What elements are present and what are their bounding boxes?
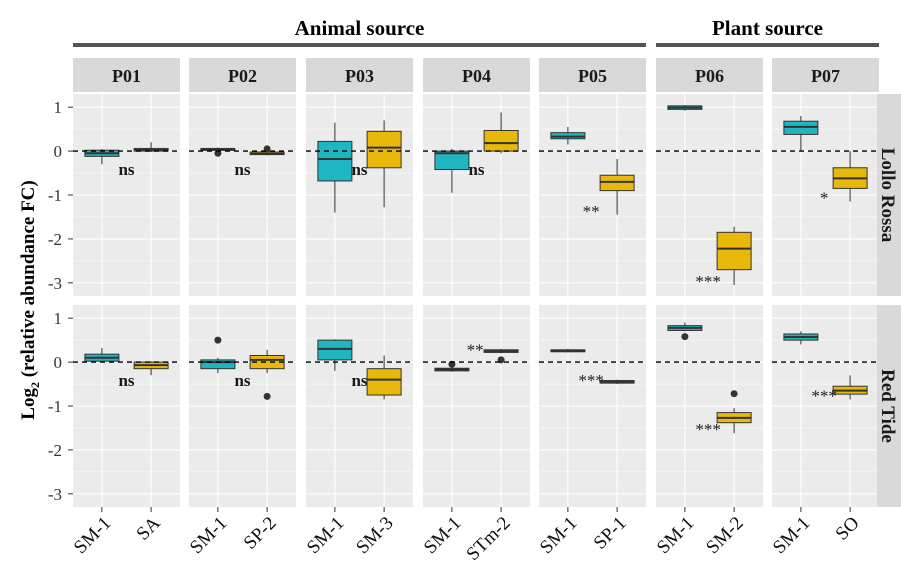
row-strip-layer: Lollo Rossa Red Tide [877,94,901,507]
panel-strip [423,58,530,92]
x-tick-label: STm-2 [462,513,514,565]
y-tick-label: 0 [54,142,63,161]
box-body [599,174,635,192]
box-outlier [263,392,271,400]
box-body [366,368,402,396]
x-tick-label: SM-1 [420,513,465,558]
y-axis-label-rest: (relative abundance FC) [18,180,39,382]
panel-strip-label: P04 [462,66,491,86]
y-tick-label: -2 [48,230,62,249]
x-tick-label: SM-2 [702,513,747,558]
box-body [249,355,285,370]
significance-label: *** [695,272,721,291]
x-tick-label: SO [832,513,864,545]
y-axis: 1 0 -1 -2 -3 1 0 -1 -2 -3 [48,98,73,504]
panel: ** [423,305,530,507]
significance-label: ns [118,160,134,179]
panel: *** [539,305,646,507]
y-tick-label: -2 [48,441,62,460]
significance-label: ns [234,371,250,390]
panel-strip-label: P06 [695,66,724,86]
significance-label: * [820,189,829,208]
y-tick-label: 1 [54,309,63,328]
panel-strip-layer: P01 P02 P03 P04 P05 P06 P07 [73,58,879,92]
significance-label: ns [118,371,134,390]
y-tick-label: -1 [48,397,62,416]
box-body [200,359,236,370]
box-body [366,130,402,169]
row-strip [877,305,901,507]
source-group-label: Animal source [295,16,425,40]
box-body [317,140,353,182]
panel-strip-label: P05 [578,66,607,86]
y-tick-label: -3 [48,274,62,293]
box-outlier [730,390,738,398]
source-group-layer: Animal source Plant source [73,16,879,47]
significance-label: ns [468,160,484,179]
panel-strip [306,58,413,92]
significance-label: ns [351,371,367,390]
row-strip [877,94,901,296]
x-tick-label: SM-1 [70,513,115,558]
source-group-label: Plant source [712,16,823,40]
box-body [317,339,353,361]
panel-strip [539,58,646,92]
panel: *** [656,94,763,296]
panel: ns [306,94,413,296]
x-tick-label: SP-1 [590,513,631,554]
panel: ns [73,94,180,296]
x-tick-label: SP-2 [240,513,281,554]
x-tick-label: SM-1 [653,513,698,558]
panel: ** [539,94,646,296]
x-tick-label: SM-1 [186,513,231,558]
x-tick-label: SM-1 [536,513,581,558]
y-tick-label: 0 [54,353,63,372]
significance-label: *** [695,420,721,439]
y-axis-label-main: Log [18,388,39,420]
y-tick-label: -1 [48,186,62,205]
panel: ns [423,94,530,296]
significance-label: *** [578,371,604,390]
panel-strip [73,58,180,92]
panel: ns [306,305,413,507]
panel: ns [189,94,296,296]
panel: *** [656,305,763,507]
panel: ns [189,305,296,507]
panel-strip-label: P03 [345,66,374,86]
box-body [716,231,752,271]
row-strip-label: Lollo Rossa [877,148,898,243]
panel-strip [189,58,296,92]
box-body [483,129,519,152]
panel: * [772,94,879,296]
x-tick-label: SM-1 [303,513,348,558]
significance-label: *** [811,386,837,405]
panel-strip [772,58,879,92]
y-tick-label: 1 [54,98,63,117]
panel: ns [73,305,180,507]
x-tick-label: SA [133,512,165,544]
panel-strip-label: P02 [228,66,257,86]
panel-strip-label: P07 [811,66,840,86]
x-tick-label: SM-3 [352,513,397,558]
panel-strip-label: P01 [112,66,141,86]
significance-label: ** [467,340,484,359]
y-tick-label: -3 [48,485,62,504]
panel: *** [772,305,879,507]
significance-label: ns [234,160,250,179]
significance-label: ns [351,160,367,179]
box-outlier [681,333,689,341]
x-tick-label: SM-1 [769,513,814,558]
y-axis-label-subscript: 2 [28,382,42,388]
row-strip-label: Red Tide [877,369,898,443]
significance-label: ** [583,202,600,221]
box-outlier [214,336,222,344]
y-axis-label: Log2 (relative abundance FC) [18,180,42,419]
panel-strip [656,58,763,92]
